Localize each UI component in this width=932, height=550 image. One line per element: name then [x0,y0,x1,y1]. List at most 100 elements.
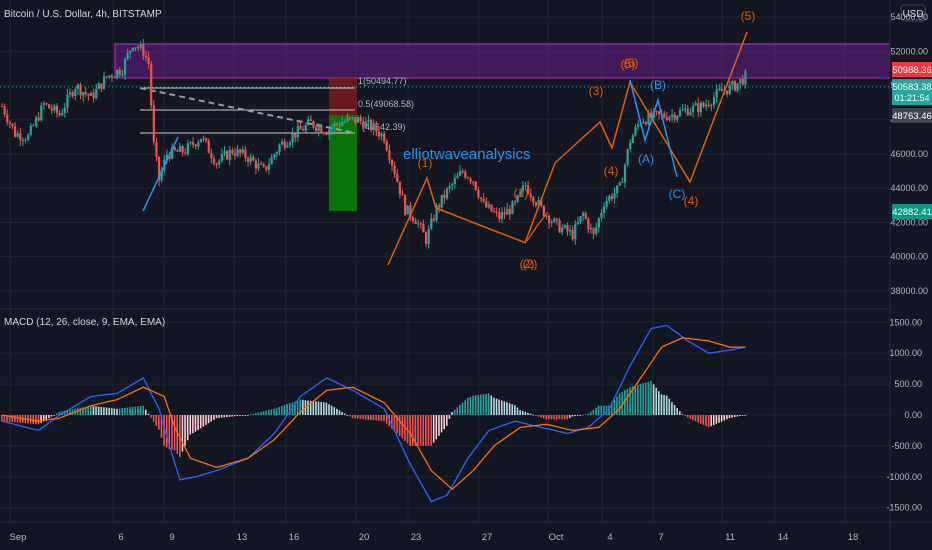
candle-body [262,164,265,167]
candle-body [375,123,378,132]
candle-body [550,221,553,224]
macd-histogram-bar [624,390,626,415]
candle-body [267,164,271,170]
macd-histogram-bar [118,408,121,415]
macd-histogram-bar [694,415,697,422]
macd-histogram-bar [113,408,116,415]
candle-body [595,227,598,234]
candle-body [100,83,103,89]
macd-histogram-bar [32,415,35,424]
wave-line-orange-3[interactable] [526,211,549,242]
candle-body [406,205,409,215]
macd-histogram-bar [430,415,432,446]
candle-body [390,159,394,166]
macd-histogram-bar [506,402,508,415]
candle-body [699,102,703,112]
short-stop-zone[interactable] [329,78,357,115]
macd-histogram-bar [108,407,110,415]
candle-body [718,88,721,90]
macd-histogram-bar [19,415,21,423]
candle-body [32,125,35,127]
macd-line[interactable] [1,324,746,503]
candle-body [278,144,281,153]
wave-label-4-minor: (4) [604,164,619,178]
candle-body [380,133,383,137]
time-tick-label: 20 [359,532,370,543]
candle-body [571,229,574,240]
macd-histogram-bar [673,404,676,415]
candle-body [691,105,695,112]
macd-histogram-bar [650,381,652,415]
wave-line-blue-abc[interactable] [629,79,678,178]
candle-body [286,145,289,148]
macd-histogram-bar [215,415,218,419]
resistance-zone[interactable] [114,43,891,79]
macd-histogram-bar [92,406,95,415]
macd-histogram-bar [173,415,176,451]
candle-body [558,220,561,233]
macd-histogram-bar [14,415,16,423]
candle-body [155,142,158,157]
macd-histogram-bar [275,407,278,415]
macd-histogram-bar [168,415,171,449]
macd-histogram-bar [647,381,650,415]
candle-body [362,121,365,129]
candle-body [37,117,40,121]
macd-histogram-bar [401,415,404,439]
candle-body [191,142,195,145]
short-target-zone[interactable] [329,115,357,211]
wave-line-orange-2[interactable] [524,31,748,244]
macd-histogram-bar [302,399,304,415]
candle-body [40,105,43,121]
candle-body [694,103,697,106]
candle-body [197,142,200,147]
macd-histogram-bar [582,414,584,416]
candle-body [511,201,514,215]
macd-histogram-bar [453,409,456,415]
wave-line-blue-early[interactable] [142,136,179,212]
signal-line[interactable] [1,337,746,490]
candle-body [24,139,27,141]
macd-histogram-bar [474,395,477,415]
candle-body [249,156,252,162]
macd-histogram-bar [545,415,548,420]
time-tick-label: 7 [658,532,663,543]
candle-body [474,181,477,190]
candle-body [561,227,564,233]
candle-body [616,185,619,194]
macd-histogram-bar [634,385,637,415]
candle-body [608,195,611,201]
macd-histogram-bar [440,415,443,433]
candle-body [566,225,569,232]
currency-button[interactable] [900,4,926,22]
macd-histogram-bar [82,407,84,415]
macd-histogram-bar [48,415,50,419]
macd-histogram-bar [542,415,545,419]
wave-line-orange-1[interactable] [387,175,527,266]
fib-label-0-5: 0.5(49068.58) [358,99,414,109]
macd-histogram-bar [55,413,58,415]
macd-histogram-bar [239,415,241,416]
macd-histogram-bar [555,415,558,420]
macd-histogram-bar [482,394,485,415]
macd-histogram-bar [205,415,207,425]
macd-histogram-bar [163,415,165,446]
candle-body [605,200,608,207]
candle-body [393,165,396,175]
candle-body [495,211,498,213]
macd-histogram-bar [351,415,354,419]
wave-label-2-b: (2) [523,257,538,271]
macd-histogram-bar [605,405,608,415]
macd-histogram-bar [213,415,215,420]
macd-histogram-bar [45,415,48,420]
candle-body [252,156,255,161]
candle-body [626,149,629,165]
macd-histogram-bar [684,415,686,416]
candle-body [254,160,258,169]
price-tick-label: 46000.00 [890,149,928,159]
macd-histogram-bar [312,401,315,415]
macd-histogram-bar [613,399,616,415]
candle-body [367,119,370,122]
candle-body [396,174,399,182]
